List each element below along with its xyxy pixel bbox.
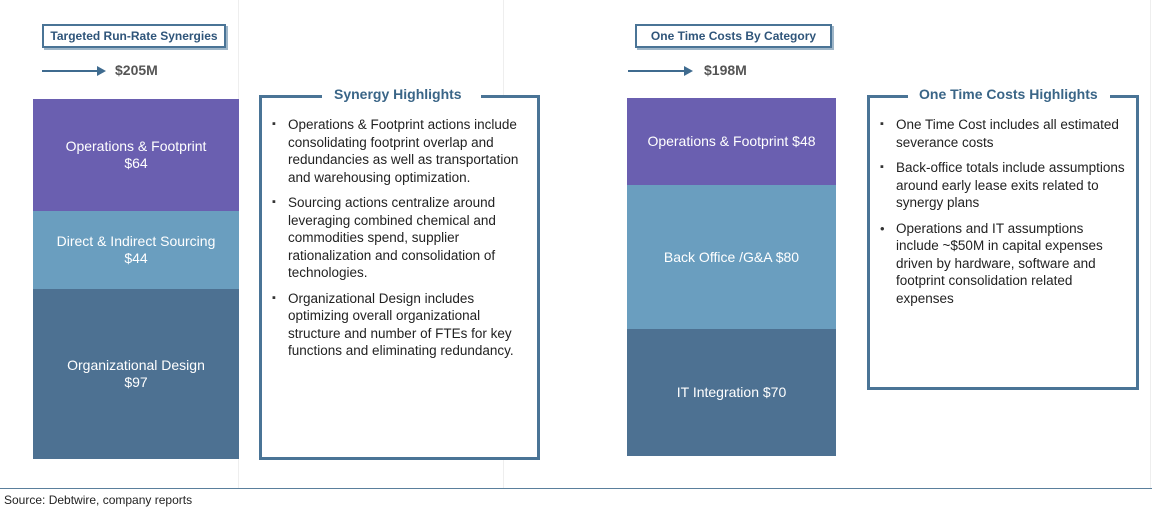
cost-highlights-box: One Time Costs Highlights One Time Cost … [867,86,1139,390]
segment-label: Back Office /G&A $80 [663,248,800,265]
segment-label: Organizational Design $97 [67,357,205,391]
arrow-icon [628,66,693,76]
bar-segment: Operations & Footprint $64 [33,99,239,212]
segment-category: Organizational Design [67,356,205,373]
bar-segment: Operations & Footprint $48 [627,98,836,185]
synergy-highlights-list: Operations & Footprint actions include c… [270,116,532,368]
bar-segment: Organizational Design $97 [33,288,239,459]
segment-category: Direct & Indirect Sourcing [56,233,216,249]
costs-total: $198M [704,62,747,78]
synergy-highlights-title: Synergy Highlights [334,86,462,102]
segment-category: Operations & Footprint [65,138,207,155]
source-note: Source: Debtwire, company reports [4,493,193,507]
footer-divider [0,488,1152,489]
list-item: Sourcing actions centralize around lever… [270,194,532,282]
bar-segment: Back Office /G&A $80 [627,184,836,330]
list-item: Operations and IT assumptions include ~$… [878,220,1128,308]
synergy-highlights-box: Synergy Highlights Operations & Footprin… [259,86,540,460]
segment-value: $64 [124,155,148,172]
cost-highlights-title: One Time Costs Highlights [919,86,1098,102]
segment-value: $44 [124,250,148,266]
segment-label: Operations & Footprint $48 [647,132,816,149]
box-border [870,95,908,98]
list-item: One Time Cost includes all estimated sev… [878,116,1128,151]
bar-segment: IT Integration $70 [627,329,836,456]
segment-value: $97 [124,373,148,390]
list-item: Operations & Footprint actions include c… [270,116,532,186]
segment-label: IT Integration $70 [676,384,787,401]
box-border [481,95,537,98]
list-item: Back-office totals include assumptions a… [878,159,1128,212]
synergies-total: $205M [115,62,158,78]
bar-segment: Direct & Indirect Sourcing $44 [33,211,239,289]
costs-chart-title: One Time Costs By Category [635,24,832,48]
list-item: Organizational Design includes optimizin… [270,290,532,360]
box-border [262,95,322,98]
box-border [1110,95,1136,98]
segment-label: Operations & Footprint $64 [66,138,207,172]
cost-highlights-list: One Time Cost includes all estimated sev… [878,116,1128,315]
synergies-chart-title: Targeted Run-Rate Synergies [42,24,226,48]
segment-label: Direct & Indirect Sourcing $44 [57,233,216,267]
column-separator [1150,0,1151,488]
arrow-icon [42,66,106,76]
